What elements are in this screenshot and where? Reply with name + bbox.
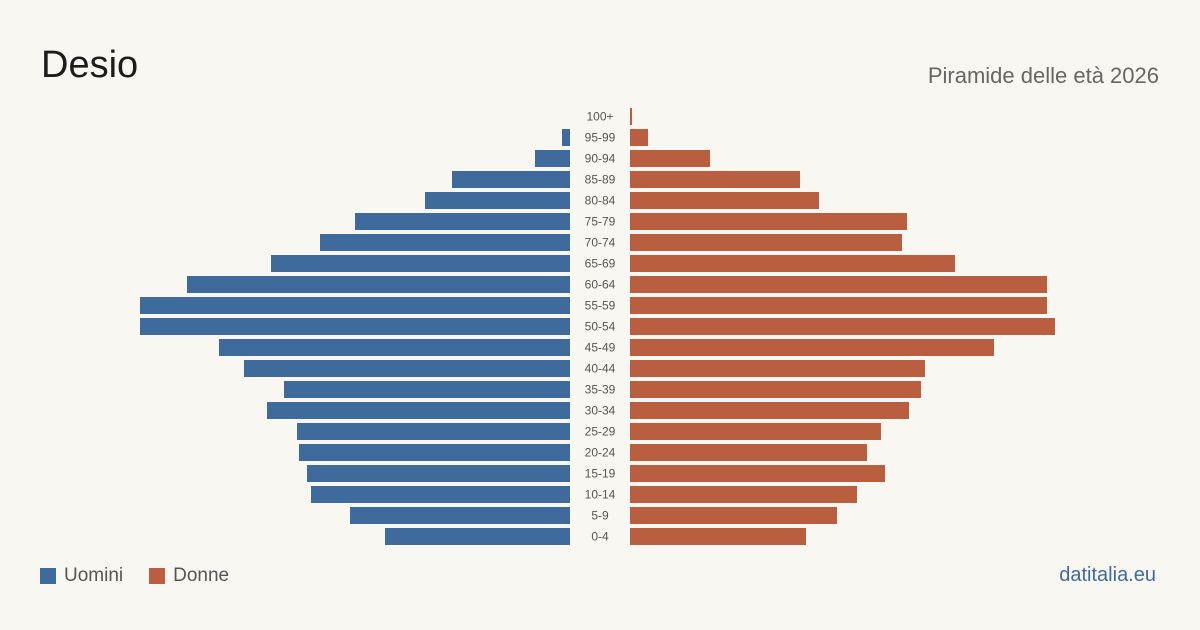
bar-men-25-29 <box>297 423 570 440</box>
bar-women-100+ <box>630 108 632 125</box>
bar-men-20-24 <box>299 444 570 461</box>
bar-women-50-54 <box>630 318 1055 335</box>
bar-women-40-44 <box>630 360 925 377</box>
legend-item-men: Uomini <box>40 565 123 587</box>
legend-label-women: Donne <box>173 565 230 586</box>
bar-men-75-79 <box>355 213 570 230</box>
bar-women-65-69 <box>630 255 955 272</box>
legend-swatch-women <box>149 568 166 584</box>
bar-men-40-44 <box>244 360 570 377</box>
age-label-25-29: 25-29 <box>585 425 616 439</box>
bar-men-30-34 <box>267 402 570 419</box>
bar-women-35-39 <box>630 381 921 398</box>
source-label: datitalia.eu <box>1059 564 1156 586</box>
bar-men-60-64 <box>187 276 570 293</box>
age-label-60-64: 60-64 <box>585 278 616 292</box>
age-label-85-89: 85-89 <box>585 173 616 187</box>
age-label-100+: 100+ <box>586 110 613 124</box>
bar-men-10-14 <box>311 486 570 503</box>
bar-men-55-59 <box>140 297 570 314</box>
bar-men-0-4 <box>385 528 570 545</box>
bar-men-50-54 <box>140 318 570 335</box>
chart-subtitle: Piramide delle età 2026 <box>927 63 1159 88</box>
bar-women-85-89 <box>630 171 800 188</box>
age-label-80-84: 80-84 <box>585 194 616 208</box>
age-label-75-79: 75-79 <box>585 215 616 229</box>
bar-women-5-9 <box>630 507 837 524</box>
age-label-5-9: 5-9 <box>591 509 609 523</box>
age-label-65-69: 65-69 <box>585 257 616 271</box>
bar-men-45-49 <box>219 339 570 356</box>
bar-women-75-79 <box>630 213 907 230</box>
bar-men-70-74 <box>320 234 570 251</box>
legend-item-women: Donne <box>149 565 229 587</box>
age-label-15-19: 15-19 <box>585 467 616 481</box>
age-label-45-49: 45-49 <box>585 341 616 355</box>
age-label-35-39: 35-39 <box>585 383 616 397</box>
bar-men-80-84 <box>425 192 570 209</box>
bar-women-45-49 <box>630 339 994 356</box>
bar-women-60-64 <box>630 276 1047 293</box>
bar-women-95-99 <box>630 129 648 146</box>
bar-men-15-19 <box>307 465 570 482</box>
chart-title: Desio <box>41 44 139 86</box>
bar-men-35-39 <box>284 381 570 398</box>
bar-women-10-14 <box>630 486 857 503</box>
bar-women-80-84 <box>630 192 819 209</box>
bar-women-70-74 <box>630 234 902 251</box>
bar-women-55-59 <box>630 297 1047 314</box>
bar-women-20-24 <box>630 444 867 461</box>
bar-men-95-99 <box>562 129 570 146</box>
legend-label-men: Uomini <box>64 565 124 586</box>
age-label-55-59: 55-59 <box>585 299 616 313</box>
bar-women-25-29 <box>630 423 881 440</box>
bar-men-65-69 <box>271 255 570 272</box>
age-label-0-4: 0-4 <box>591 530 609 544</box>
bar-women-90-94 <box>630 150 710 167</box>
age-label-20-24: 20-24 <box>585 446 616 460</box>
age-label-10-14: 10-14 <box>585 488 616 502</box>
age-label-90-94: 90-94 <box>585 152 616 166</box>
bar-men-90-94 <box>535 150 570 167</box>
age-label-30-34: 30-34 <box>585 404 616 418</box>
bar-women-0-4 <box>630 528 806 545</box>
legend-swatch-men <box>40 568 56 584</box>
age-label-70-74: 70-74 <box>585 236 616 250</box>
age-label-40-44: 40-44 <box>585 362 616 376</box>
legend: Uomini Donne <box>40 565 255 587</box>
age-label-50-54: 50-54 <box>585 320 616 334</box>
bar-women-15-19 <box>630 465 885 482</box>
age-label-95-99: 95-99 <box>585 131 616 145</box>
bar-men-85-89 <box>452 171 570 188</box>
bar-women-30-34 <box>630 402 909 419</box>
bar-men-5-9 <box>350 507 570 524</box>
